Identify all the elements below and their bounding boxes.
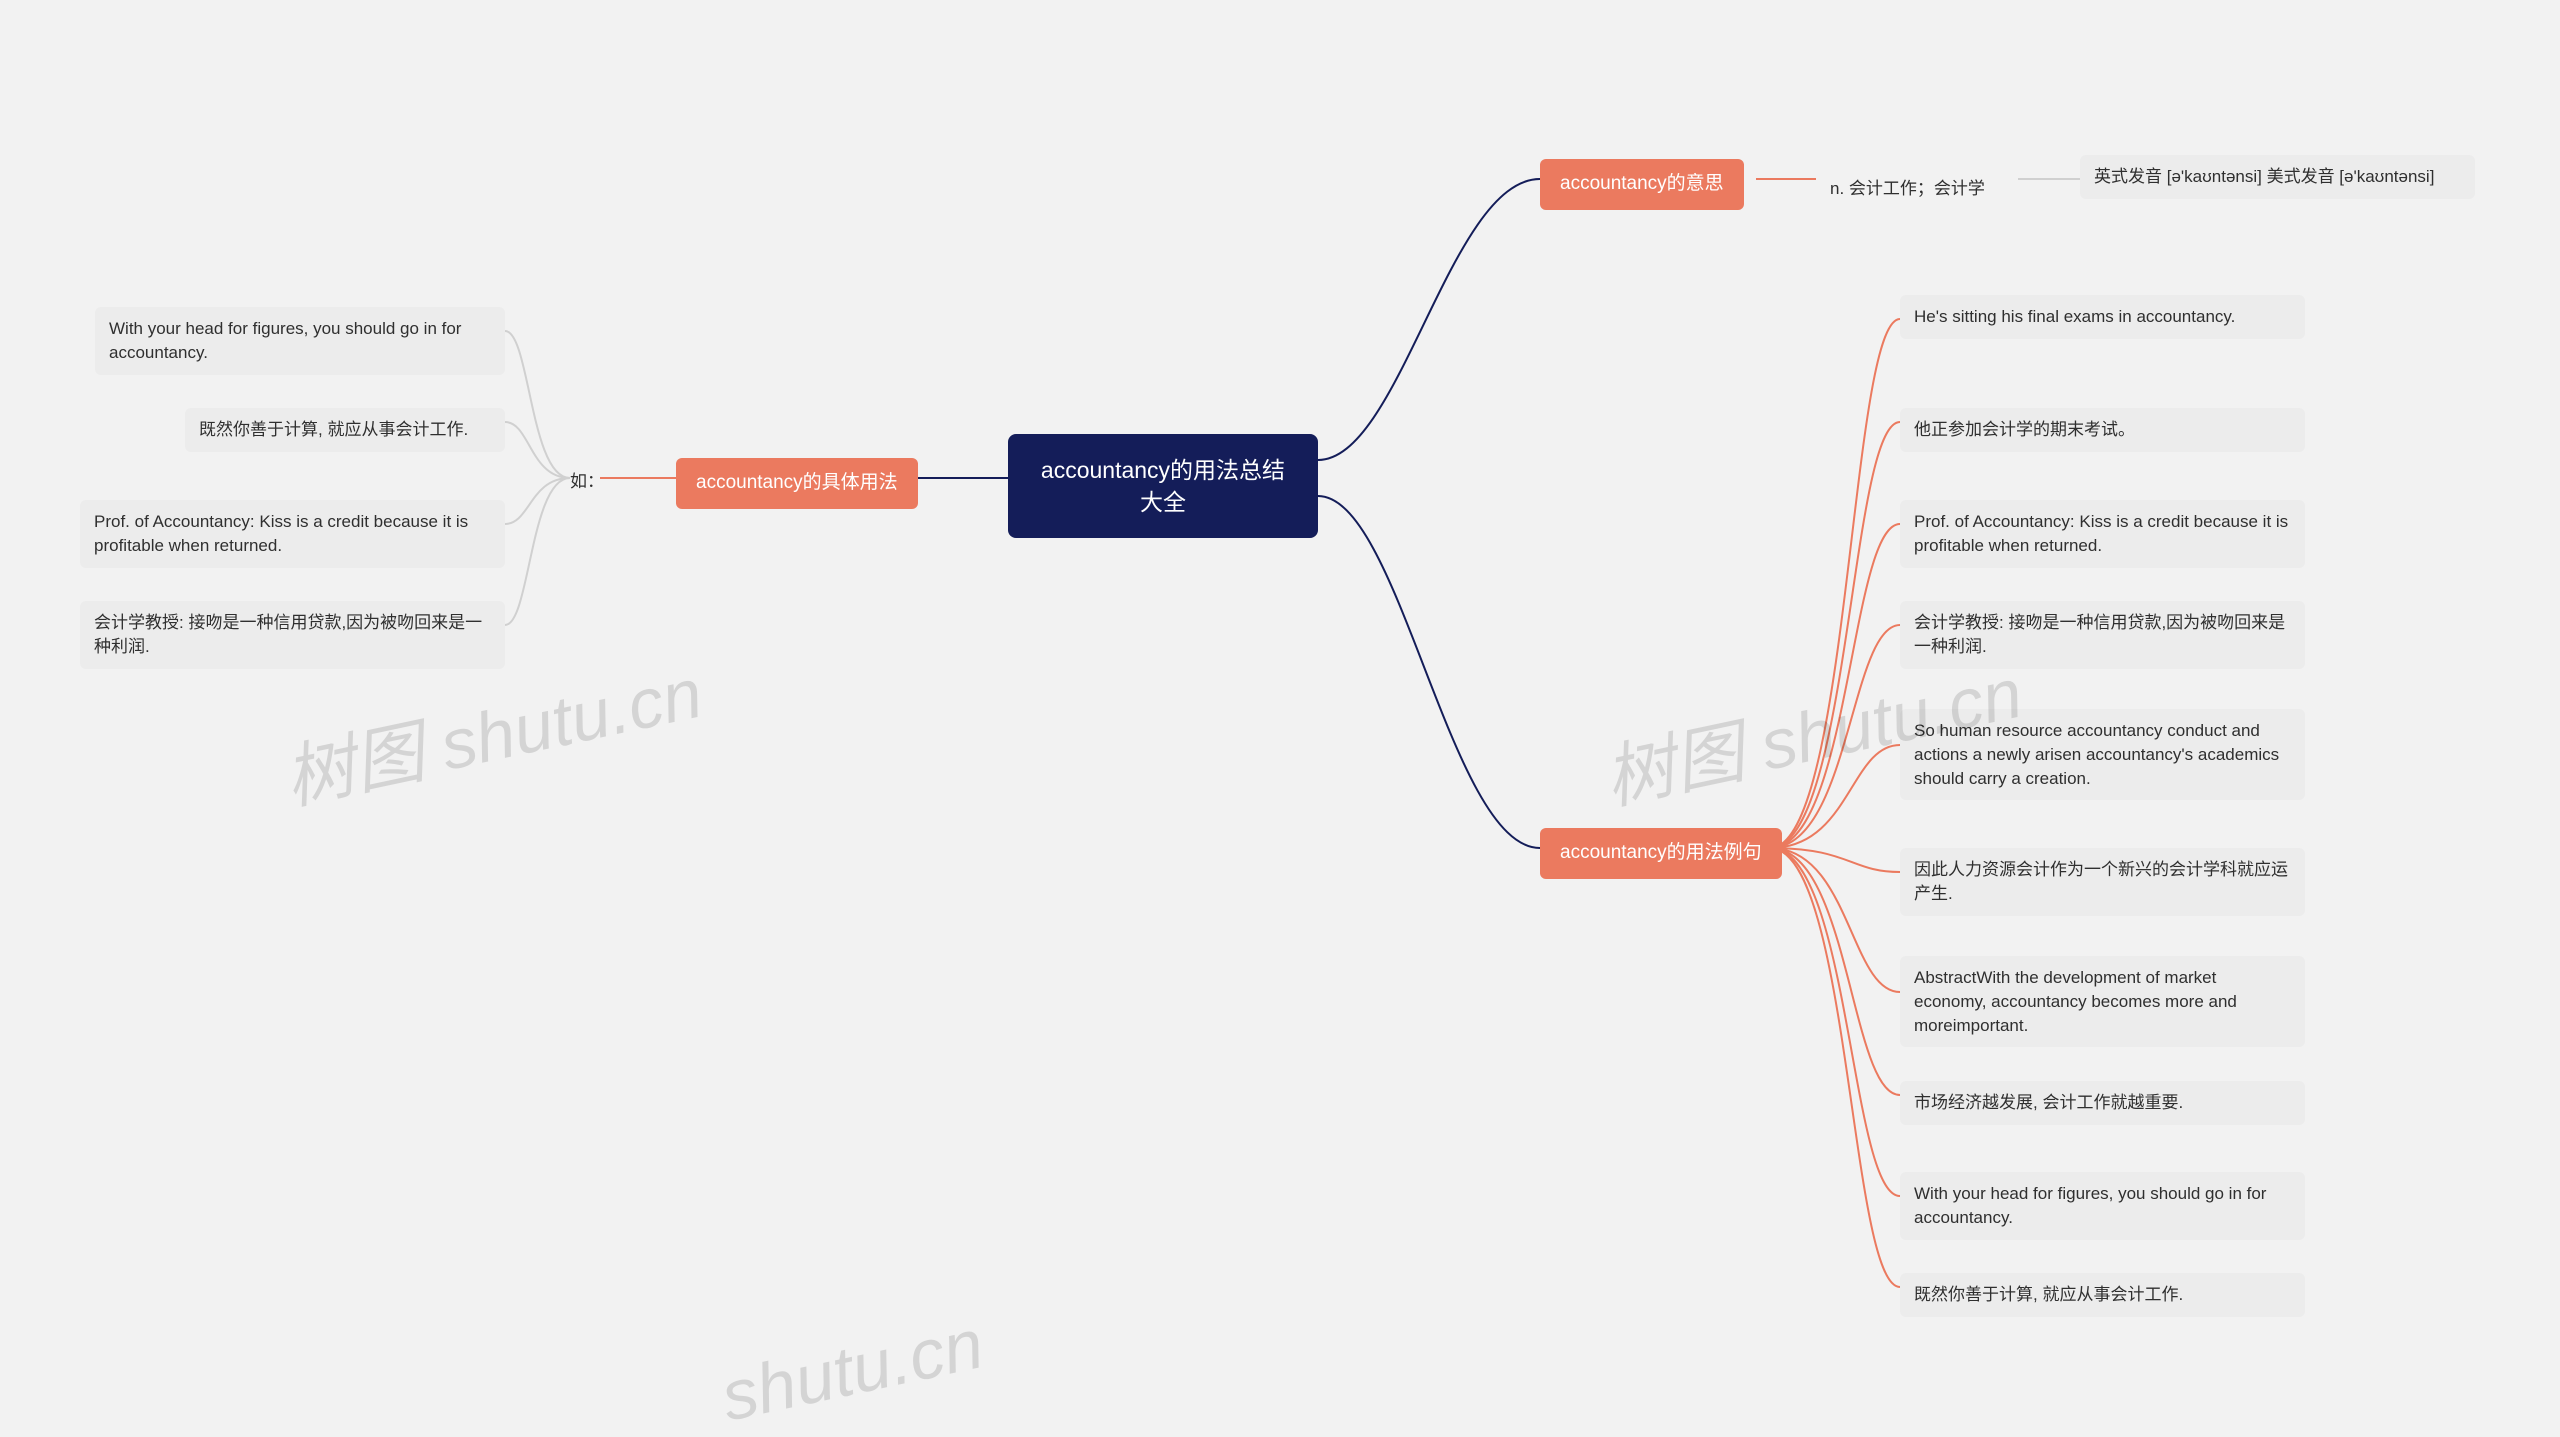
example-item-6: AbstractWith the development of market e…: [1900, 956, 2305, 1047]
example-item-7: 市场经济越发展, 会计工作就越重要.: [1900, 1081, 2305, 1125]
left-item-2: Prof. of Accountancy: Kiss is a credit b…: [80, 500, 505, 568]
example-item-3: 会计学教授: 接吻是一种信用贷款,因为被吻回来是一种利润.: [1900, 601, 2305, 669]
meaning-definition: n. 会计工作；会计学: [1816, 167, 1999, 211]
meaning-label: accountancy的意思: [1540, 159, 1744, 210]
meaning-pronunciation: 英式发音 [ə'kaʊntənsi] 美式发音 [ə'kaʊntənsi]: [2080, 155, 2475, 199]
example-item-0: He's sitting his final exams in accounta…: [1900, 295, 2305, 339]
example-item-8: With your head for figures, you should g…: [1900, 1172, 2305, 1240]
example-item-2: Prof. of Accountancy: Kiss is a credit b…: [1900, 500, 2305, 568]
example-item-4: So human resource accountancy conduct an…: [1900, 709, 2305, 800]
example-item-5: 因此人力资源会计作为一个新兴的会计学科就应运产生.: [1900, 848, 2305, 916]
example-item-9: 既然你善于计算, 就应从事会计工作.: [1900, 1273, 2305, 1317]
left-item-3: 会计学教授: 接吻是一种信用贷款,因为被吻回来是一种利润.: [80, 601, 505, 669]
left-item-1: 既然你善于计算, 就应从事会计工作.: [185, 408, 505, 452]
root-node: accountancy的用法总结大全: [1008, 434, 1318, 538]
watermark-2: shutu.cn: [715, 1303, 990, 1436]
example-item-1: 他正参加会计学的期末考试。: [1900, 408, 2305, 452]
examples-label: accountancy的用法例句: [1540, 828, 1782, 879]
left-connector-label: 如：: [570, 466, 604, 498]
left-branch-label: accountancy的具体用法: [676, 458, 918, 509]
left-item-0: With your head for figures, you should g…: [95, 307, 505, 375]
